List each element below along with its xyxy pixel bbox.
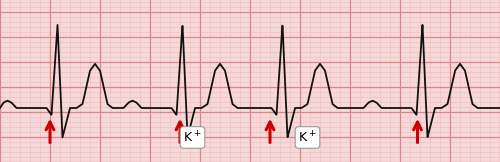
Text: K$^+$: K$^+$ xyxy=(184,130,202,145)
Text: K$^+$: K$^+$ xyxy=(298,130,316,145)
